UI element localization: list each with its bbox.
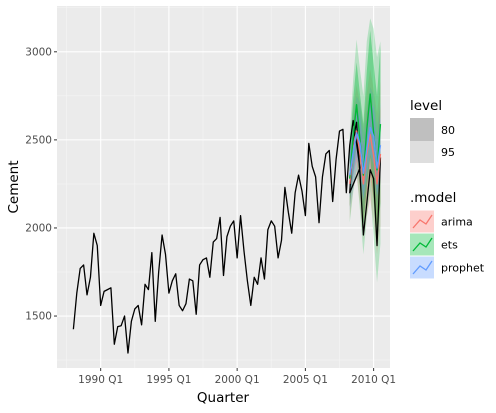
panel-background xyxy=(57,6,390,368)
legend-model-line-arima xyxy=(412,214,433,229)
prophet-mean-line xyxy=(349,126,382,176)
x-tick-label: 1990 Q1 xyxy=(78,374,123,386)
legend-level-swatch-95 xyxy=(410,141,434,163)
x-tick-label: 2000 Q1 xyxy=(215,374,260,386)
legend-level-label-80: 80 xyxy=(441,124,455,137)
legend-model-title: .model xyxy=(410,190,456,206)
x-tick-label: 2010 Q1 xyxy=(351,374,396,386)
legend-model-label-prophet: prophet xyxy=(441,262,485,275)
history-series xyxy=(72,119,382,354)
legend-model-keys: arima ets prophet xyxy=(410,210,485,279)
legend-model-line-prophet xyxy=(412,260,433,275)
legend-model-label-arima: arima xyxy=(441,216,473,229)
y-tick-label: 3000 xyxy=(25,47,52,59)
legend-level-swatch-80 xyxy=(410,118,434,141)
ets-80-band xyxy=(349,30,381,244)
legend-level-title: level xyxy=(410,98,442,114)
legend: level 80 95 .model arima ets prophet xyxy=(410,98,485,279)
x-tick-label: 1995 Q1 xyxy=(146,374,191,386)
minor-grid xyxy=(57,6,390,368)
x-tick-label: 2005 Q1 xyxy=(283,374,328,386)
y-tick-label: 2500 xyxy=(25,135,52,147)
observed-series-line xyxy=(72,119,382,354)
y-tick-label: 1500 xyxy=(25,311,52,323)
y-tick-label: 2000 xyxy=(25,223,52,235)
legend-level-label-95: 95 xyxy=(441,146,455,159)
x-axis-title: Quarter xyxy=(197,390,250,406)
legend-model-label-ets: ets xyxy=(441,239,458,252)
y-axis: 1500 2000 2500 3000 xyxy=(25,47,57,323)
y-axis-title: Cement xyxy=(6,160,22,213)
x-axis: 1990 Q1 1995 Q1 2000 Q1 2005 Q1 2010 Q1 xyxy=(78,368,396,386)
forecast-mean-lines xyxy=(349,93,382,185)
legend-model-line-ets xyxy=(412,237,433,252)
